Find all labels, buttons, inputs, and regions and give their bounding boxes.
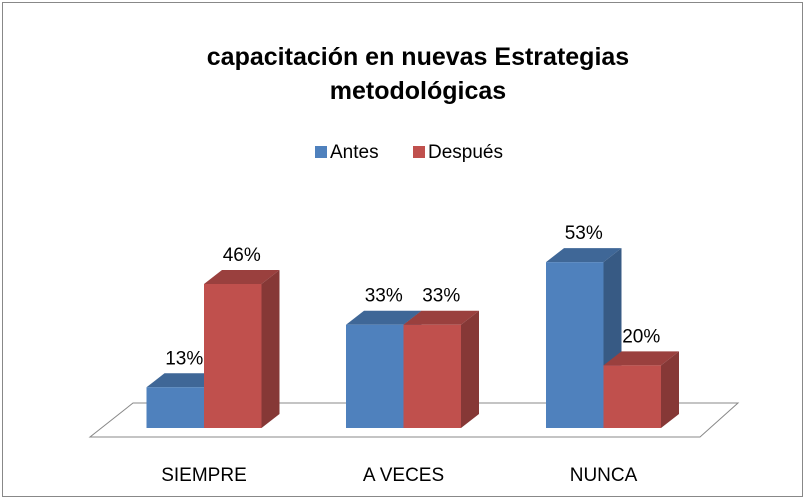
bar-side	[461, 310, 479, 428]
bar-front	[146, 387, 204, 428]
bar	[204, 270, 280, 428]
x-tick-label: A VECES	[363, 465, 444, 486]
bar-top	[204, 270, 280, 285]
value-label: 46%	[223, 245, 261, 266]
bar-front	[603, 365, 661, 428]
bar-top	[603, 351, 679, 366]
bar-top	[346, 310, 422, 325]
value-label: 33%	[365, 286, 403, 307]
value-label: 33%	[422, 286, 460, 307]
legend-label: Antes	[330, 142, 379, 163]
bar-front	[204, 284, 262, 428]
legend-swatch	[315, 146, 327, 158]
bar	[603, 351, 679, 428]
bar-front	[403, 324, 461, 428]
legend-swatch	[413, 146, 425, 158]
x-tick-label: SIEMPRE	[161, 465, 247, 486]
bar-front	[546, 262, 604, 428]
bar-top	[403, 310, 479, 325]
value-label: 53%	[565, 223, 603, 244]
bar-top	[146, 373, 222, 388]
bar-side	[261, 270, 280, 428]
bar	[403, 310, 479, 428]
value-label: 13%	[165, 348, 203, 369]
bar-side	[661, 351, 679, 428]
x-tick-label: NUNCA	[570, 465, 638, 486]
value-label: 20%	[622, 326, 660, 347]
bar-top	[546, 248, 622, 263]
legend-label: Después	[428, 142, 503, 163]
bar-front	[346, 324, 404, 428]
chart-title: capacitación en nuevas Estrategias metodo…	[207, 43, 629, 105]
